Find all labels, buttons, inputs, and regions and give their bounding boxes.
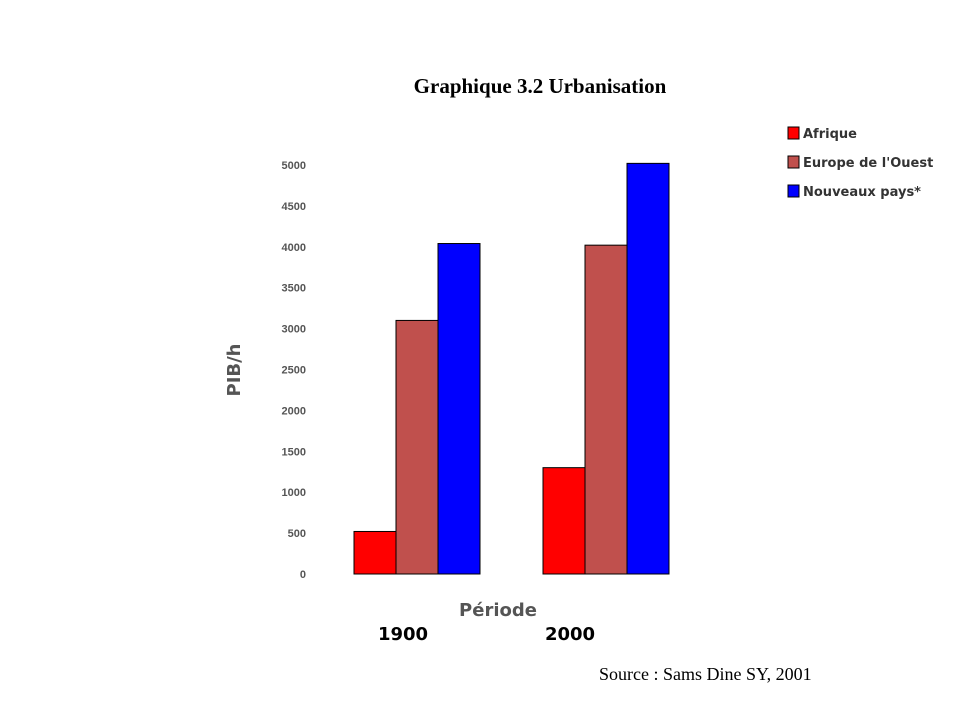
y-tick-label: 0 xyxy=(300,569,306,581)
y-axis-label: PIB/h xyxy=(224,344,245,397)
legend-swatch xyxy=(787,184,800,198)
y-tick-label: 1500 xyxy=(282,446,306,458)
legend-swatch xyxy=(787,126,800,140)
bar-2000-1 xyxy=(584,244,628,575)
y-tick-label: 1000 xyxy=(282,487,306,499)
bars-group xyxy=(353,162,670,575)
x-category-label: 2000 xyxy=(545,624,595,645)
y-tick-label: 4000 xyxy=(282,242,306,254)
x-axis-label: Période xyxy=(459,600,537,621)
legend: Afrique Europe de l'Ouest Nouveaux pays* xyxy=(787,126,933,200)
bar-2000-2 xyxy=(626,162,670,575)
y-tick-label: 5000 xyxy=(282,160,306,172)
legend-label: Nouveaux pays* xyxy=(803,185,921,200)
bar-1900-0 xyxy=(353,530,397,575)
y-tick-label: 2000 xyxy=(282,405,306,417)
y-tick-label: 4500 xyxy=(282,201,306,213)
x-category-label: 1900 xyxy=(378,624,428,645)
y-tick-label: 2500 xyxy=(282,365,306,377)
y-axis-ticks: 0 500 1000 1500 2000 2500 3000 3500 4000 4500 5000 xyxy=(282,160,306,581)
bar-2000-0 xyxy=(542,467,586,575)
source-note: Source : Sams Dine SY, 2001 xyxy=(599,664,812,684)
bar-1900-2 xyxy=(437,243,481,575)
legend-swatch xyxy=(787,155,800,169)
legend-label: Europe de l'Ouest xyxy=(803,156,933,171)
bar-1900-1 xyxy=(395,319,439,575)
y-tick-label: 3500 xyxy=(282,283,306,295)
legend-label: Afrique xyxy=(803,127,857,142)
y-tick-label: 500 xyxy=(288,528,306,540)
y-tick-label: 3000 xyxy=(282,324,306,336)
chart-title: Graphique 3.2 Urbanisation xyxy=(413,74,667,98)
x-axis-categories: 1900 2000 xyxy=(378,624,595,645)
